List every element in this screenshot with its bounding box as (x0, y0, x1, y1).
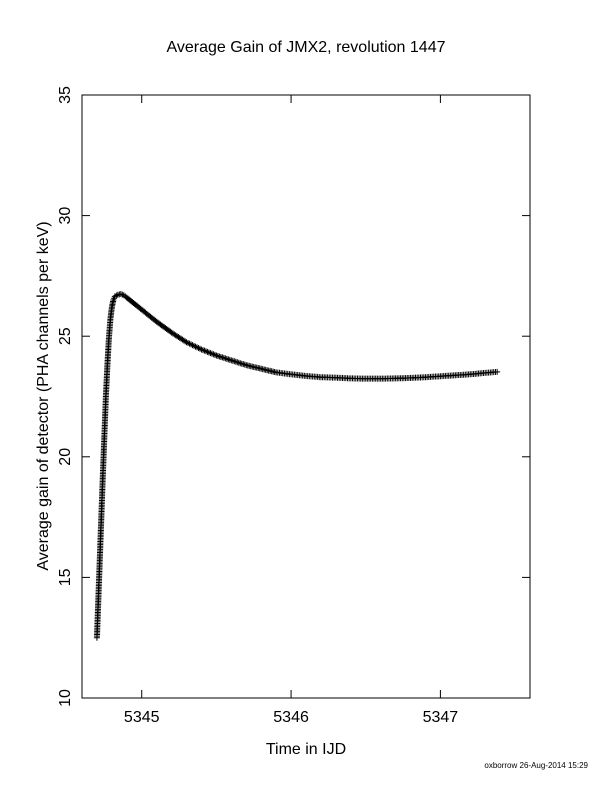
x-tick-label: 5345 (124, 709, 160, 726)
data-point-plus (186, 340, 193, 347)
y-tick-label: 15 (57, 568, 74, 586)
y-tick-label: 35 (57, 86, 74, 104)
data-point-plus (192, 343, 199, 350)
data-point-plus (185, 339, 192, 346)
data-point-plus (189, 342, 196, 349)
data-point-plus (204, 348, 211, 355)
data-point-plus (201, 347, 208, 354)
data-point-plus (195, 345, 202, 352)
data-point-plus (494, 368, 501, 375)
x-tick-label: 5347 (423, 709, 459, 726)
data-point-plus (210, 351, 217, 358)
x-axis-ticks: 5345 5346 5347 (124, 95, 458, 726)
data-point-plus (191, 342, 197, 349)
y-tick-label: 10 (57, 689, 74, 707)
data-point-plus (202, 348, 209, 355)
y-tick-label: 30 (57, 207, 74, 225)
data-point-plus (188, 341, 195, 348)
data-point-plus (117, 290, 124, 297)
data-point-plus (196, 345, 203, 352)
y-axis-label: Average gain of detector (PHA channels p… (35, 221, 52, 570)
y-tick-label: 25 (57, 327, 74, 345)
data-point-plus (207, 350, 214, 357)
data-point-plus (208, 350, 215, 357)
data-point-plus (198, 346, 205, 353)
x-tick-label: 5346 (273, 709, 309, 726)
data-point-plus (193, 344, 200, 351)
data-point-plus (211, 351, 218, 358)
data-point-plus (113, 292, 120, 299)
y-tick-label: 20 (57, 448, 74, 466)
footer-credit: oxborrow 26-Aug-2014 15:29 (484, 761, 588, 770)
y-axis-ticks: 10 15 20 25 30 35 (57, 86, 530, 707)
x-axis-label: Time in IJD (266, 741, 346, 758)
data-point-plus (205, 349, 212, 356)
data-points (93, 290, 501, 641)
data-point-plus (199, 347, 206, 354)
chart-title: Average Gain of JMX2, revolution 1447 (167, 39, 446, 56)
data-point-plus (183, 339, 190, 346)
plot-frame (81, 94, 531, 699)
